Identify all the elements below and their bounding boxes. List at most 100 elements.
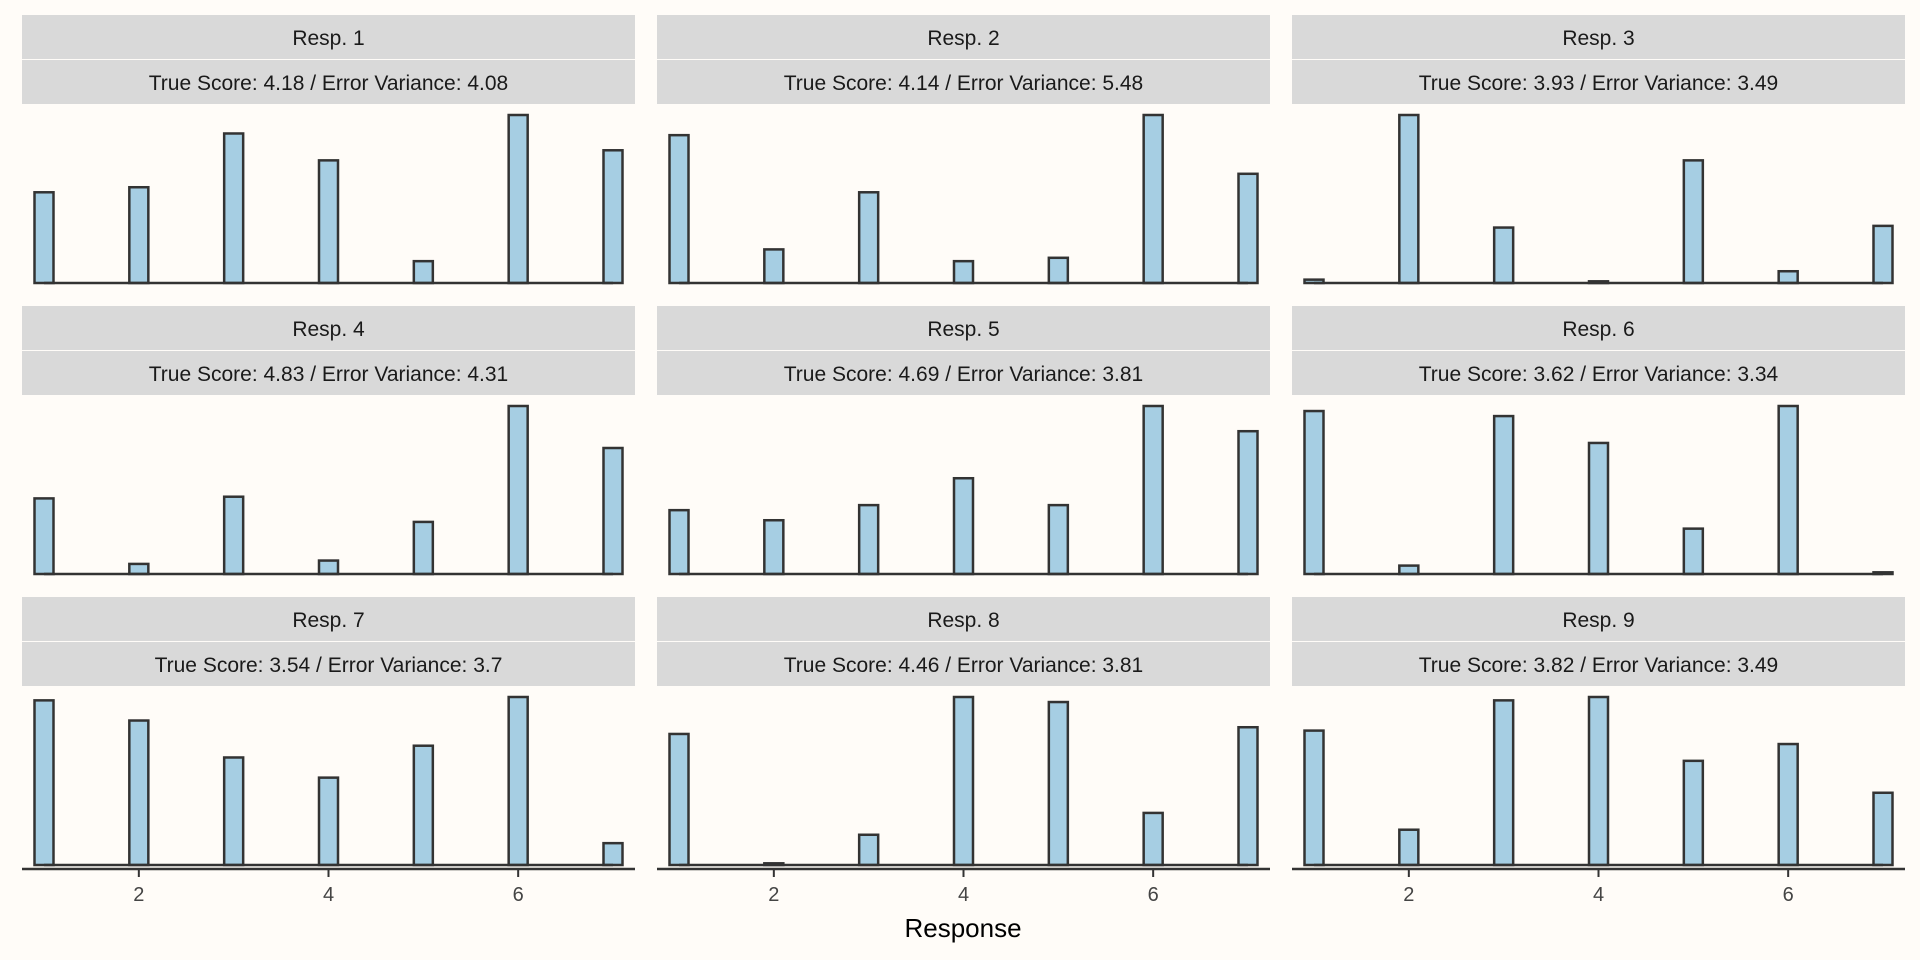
panel-title: Resp. 4 — [292, 318, 365, 341]
bar-response-6 — [1142, 404, 1164, 576]
bar-response-4 — [1587, 695, 1610, 867]
bar-response-1 — [668, 508, 690, 576]
panel-title: Resp. 1 — [292, 27, 364, 50]
bar-response-1 — [668, 133, 690, 285]
panel-title: Resp. 5 — [927, 318, 999, 341]
panel-title: Resp. 6 — [1562, 318, 1634, 341]
x-tick-label-6: 6 — [1783, 884, 1794, 906]
bar-response-4 — [317, 559, 340, 576]
panel-resp-2: Resp. 2 True Score: 4.14 / Error Variance… — [657, 15, 1270, 285]
bar-response-2 — [1398, 113, 1420, 285]
strip-title-bg — [1292, 15, 1905, 59]
bar-response-2 — [1398, 564, 1420, 576]
bar-response-5 — [1682, 759, 1705, 867]
strip-title-bg — [22, 15, 635, 59]
bar-response-6 — [1777, 404, 1799, 576]
strip-subtitle-bg — [657, 351, 1270, 395]
bar-response-1 — [668, 732, 690, 867]
bar-response-5 — [1682, 159, 1705, 285]
x-tick-label-6: 6 — [513, 884, 524, 906]
bar-response-3 — [857, 503, 880, 576]
panel-subtitle: True Score: 4.83 / Error Variance: 4.31 — [149, 363, 509, 386]
bar-response-6 — [1777, 742, 1799, 867]
bar-response-4 — [317, 776, 340, 867]
bar-response-6 — [1142, 811, 1164, 867]
bar-response-2 — [128, 719, 150, 867]
facet-panels: Resp. 1 True Score: 4.18 / Error Variance… — [22, 15, 1905, 906]
bar-response-7 — [602, 446, 624, 576]
strip-subtitle-bg — [1292, 60, 1905, 104]
x-tick-label-4: 4 — [1593, 884, 1604, 906]
bar-response-4 — [952, 695, 975, 867]
bar-response-2 — [1398, 828, 1420, 867]
x-tick-label-4: 4 — [958, 884, 969, 906]
bar-response-1 — [33, 191, 55, 285]
strip-title-bg — [1292, 597, 1905, 641]
panel-subtitle: True Score: 4.69 / Error Variance: 3.81 — [784, 363, 1144, 386]
bar-response-6 — [1142, 113, 1164, 285]
bar-response-1 — [33, 497, 55, 576]
panel-title: Resp. 7 — [292, 609, 364, 632]
panel-resp-9: Resp. 9 True Score: 3.82 / Error Variance… — [1292, 597, 1905, 906]
strip-title-bg — [657, 597, 1270, 641]
bar-response-5 — [1047, 700, 1070, 867]
panel-resp-6: Resp. 6 True Score: 3.62 / Error Variance… — [1292, 306, 1905, 576]
bar-response-5 — [1682, 527, 1705, 576]
bar-response-5 — [1047, 503, 1070, 576]
bar-response-6 — [507, 695, 529, 867]
panel-resp-8: Resp. 8 True Score: 4.46 / Error Variance… — [657, 597, 1270, 906]
bar-response-3 — [1492, 226, 1515, 285]
strip-title-bg — [22, 597, 635, 641]
strip-subtitle-bg — [657, 60, 1270, 104]
x-tick-label-2: 2 — [1403, 884, 1414, 906]
panel-title: Resp. 9 — [1562, 609, 1634, 632]
bar-response-4 — [1587, 441, 1610, 576]
x-tick-label-6: 6 — [1148, 884, 1159, 906]
bar-response-1 — [1303, 409, 1325, 576]
bar-response-6 — [507, 113, 529, 285]
strip-subtitle-bg — [22, 60, 635, 104]
x-tick-label-2: 2 — [133, 884, 144, 906]
panel-title: Resp. 8 — [927, 609, 999, 632]
x-axis-title: Response — [904, 913, 1021, 943]
bar-response-3 — [857, 191, 880, 285]
bar-response-3 — [222, 495, 245, 576]
panel-subtitle: True Score: 4.46 / Error Variance: 3.81 — [784, 654, 1144, 677]
panel-resp-5: Resp. 5 True Score: 4.69 / Error Variance… — [657, 306, 1270, 576]
bar-response-4 — [952, 476, 975, 576]
strip-title-bg — [1292, 306, 1905, 350]
bar-response-3 — [1492, 699, 1515, 867]
bar-response-1 — [33, 699, 55, 867]
bar-response-7 — [602, 841, 624, 867]
panel-subtitle: True Score: 3.82 / Error Variance: 3.49 — [1419, 654, 1779, 677]
bar-response-6 — [1777, 269, 1799, 285]
panel-subtitle: True Score: 4.14 / Error Variance: 5.48 — [784, 72, 1144, 95]
bar-response-2 — [763, 248, 785, 285]
bar-response-7 — [602, 149, 624, 285]
panel-resp-1: Resp. 1 True Score: 4.18 / Error Variance… — [22, 15, 635, 285]
strip-subtitle-bg — [22, 351, 635, 395]
bar-response-7 — [1872, 791, 1894, 867]
panel-subtitle: True Score: 4.18 / Error Variance: 4.08 — [149, 72, 509, 95]
strip-title-bg — [657, 15, 1270, 59]
bar-response-7 — [1237, 429, 1259, 576]
panel-resp-4: Resp. 4 True Score: 4.83 / Error Variance… — [22, 306, 635, 576]
bar-response-6 — [507, 404, 529, 576]
bar-response-2 — [128, 185, 150, 285]
bar-response-7 — [1872, 224, 1894, 285]
bar-response-5 — [412, 259, 435, 285]
bar-response-7 — [1237, 725, 1259, 867]
strip-title-bg — [657, 306, 1270, 350]
panel-subtitle: True Score: 3.62 / Error Variance: 3.34 — [1419, 363, 1779, 386]
bar-response-3 — [222, 132, 245, 285]
x-tick-label-2: 2 — [768, 884, 779, 906]
panel-subtitle: True Score: 3.93 / Error Variance: 3.49 — [1419, 72, 1779, 95]
strip-title-bg — [22, 306, 635, 350]
panel-title: Resp. 3 — [1562, 27, 1634, 50]
bar-response-2 — [763, 518, 785, 576]
panel-subtitle: True Score: 3.54 / Error Variance: 3.7 — [155, 654, 503, 677]
bar-response-1 — [1303, 729, 1325, 867]
strip-subtitle-bg — [1292, 642, 1905, 686]
panel-resp-7: Resp. 7 True Score: 3.54 / Error Variance… — [22, 597, 635, 906]
